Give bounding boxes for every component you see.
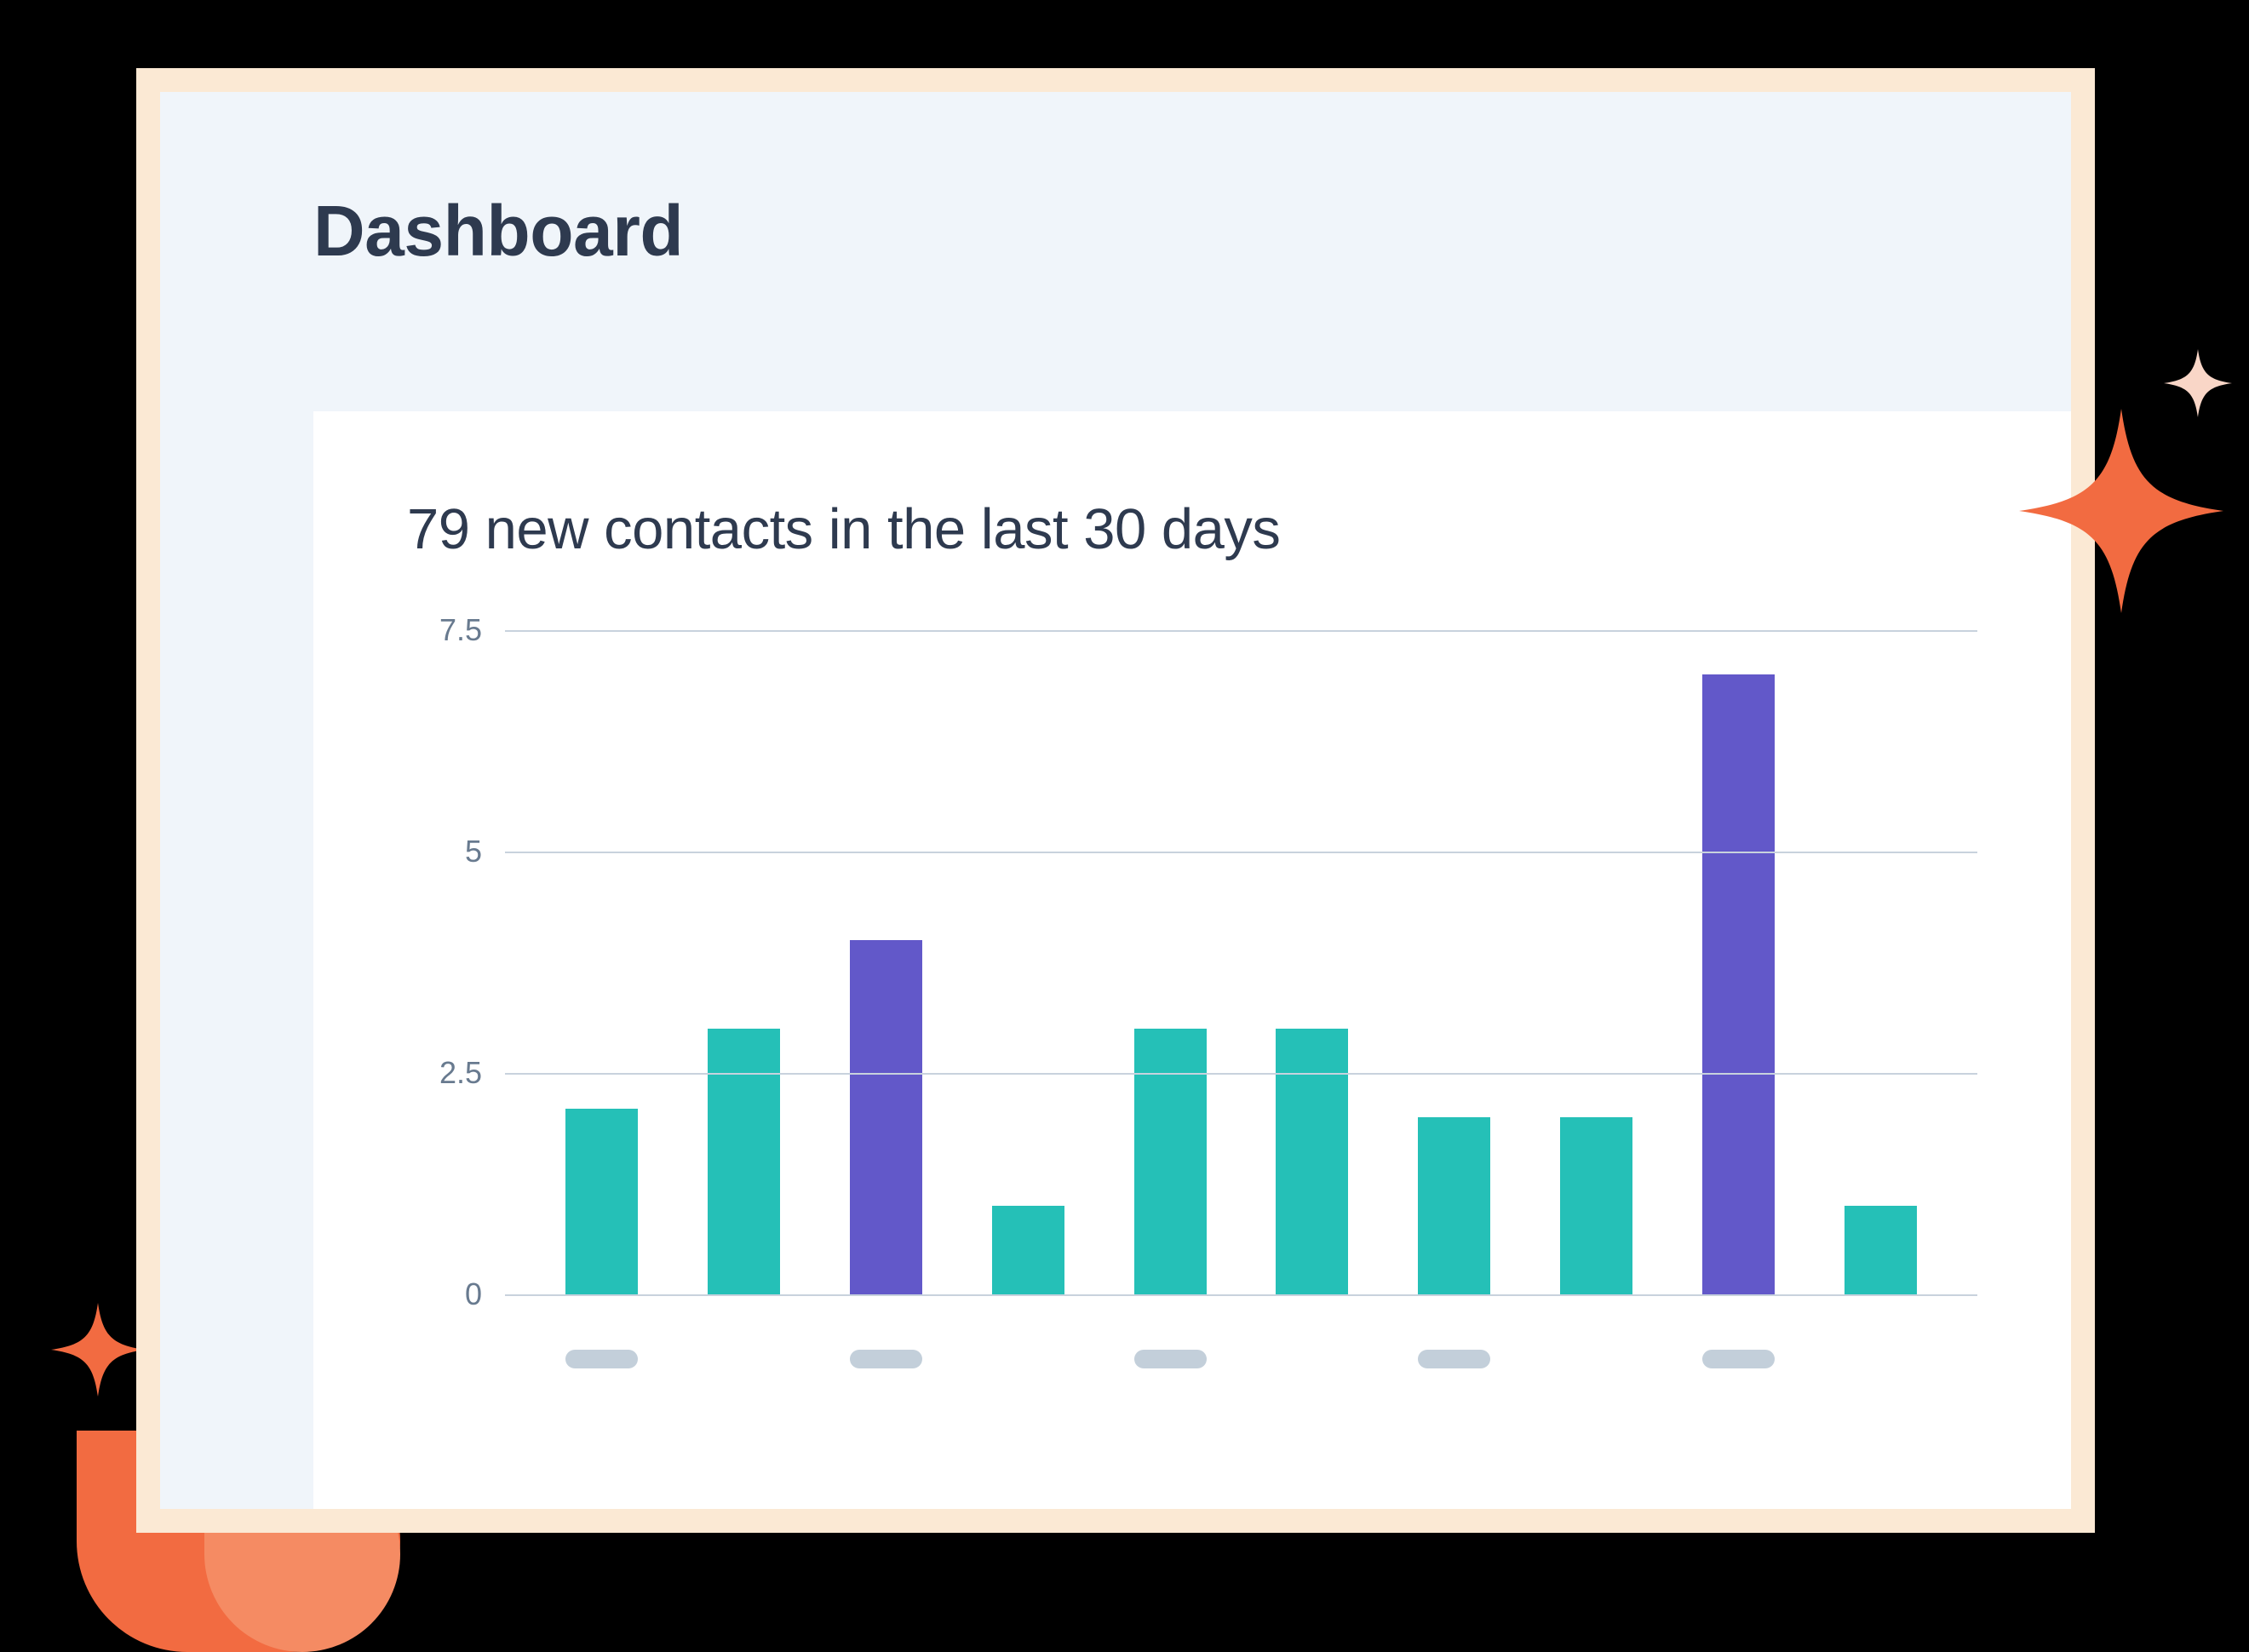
x-axis-pill [1134, 1350, 1207, 1368]
chart-bar [1845, 1206, 1917, 1294]
chart-x-labels [505, 1328, 1977, 1354]
dashboard-panel: Dashboard 79 new contacts in the last 30… [160, 92, 2071, 1509]
chart-gridline [505, 852, 1977, 853]
x-axis-pill [565, 1350, 638, 1368]
card-title: 79 new contacts in the last 30 days [407, 496, 1977, 562]
chart-gridline [505, 1294, 1977, 1296]
x-axis-pill [850, 1350, 922, 1368]
chart-bar [1702, 674, 1775, 1294]
x-axis-pill [1418, 1350, 1490, 1368]
chart-gridline [505, 630, 1977, 632]
chart-bar [850, 940, 922, 1294]
sparkle-icon [2019, 409, 2223, 613]
chart-bar [708, 1029, 780, 1294]
x-axis-pill [1702, 1350, 1775, 1368]
chart-bar [1134, 1029, 1207, 1294]
chart-bar [565, 1109, 638, 1294]
contacts-card: 79 new contacts in the last 30 days 0 2.5… [313, 411, 2071, 1509]
page-title: Dashboard [160, 92, 2071, 272]
y-tick-label: 5 [465, 834, 482, 869]
chart-bar [1418, 1117, 1490, 1294]
chart-y-axis: 02.557.5 [407, 630, 501, 1294]
sparkle-icon [2164, 349, 2232, 417]
chart-bars [505, 630, 1977, 1294]
chart-bar [1560, 1117, 1632, 1294]
chart-bar [1276, 1029, 1348, 1294]
chart-gridline [505, 1073, 1977, 1075]
chart-bar [992, 1206, 1064, 1294]
contacts-bar-chart: 02.557.5 [407, 630, 1977, 1362]
y-tick-label: 2.5 [439, 1055, 482, 1091]
sparkle-icon [51, 1303, 145, 1397]
chart-plot-area [505, 630, 1977, 1294]
y-tick-label: 0 [465, 1276, 482, 1312]
y-tick-label: 7.5 [439, 612, 482, 648]
outer-frame: Dashboard 79 new contacts in the last 30… [136, 68, 2095, 1533]
